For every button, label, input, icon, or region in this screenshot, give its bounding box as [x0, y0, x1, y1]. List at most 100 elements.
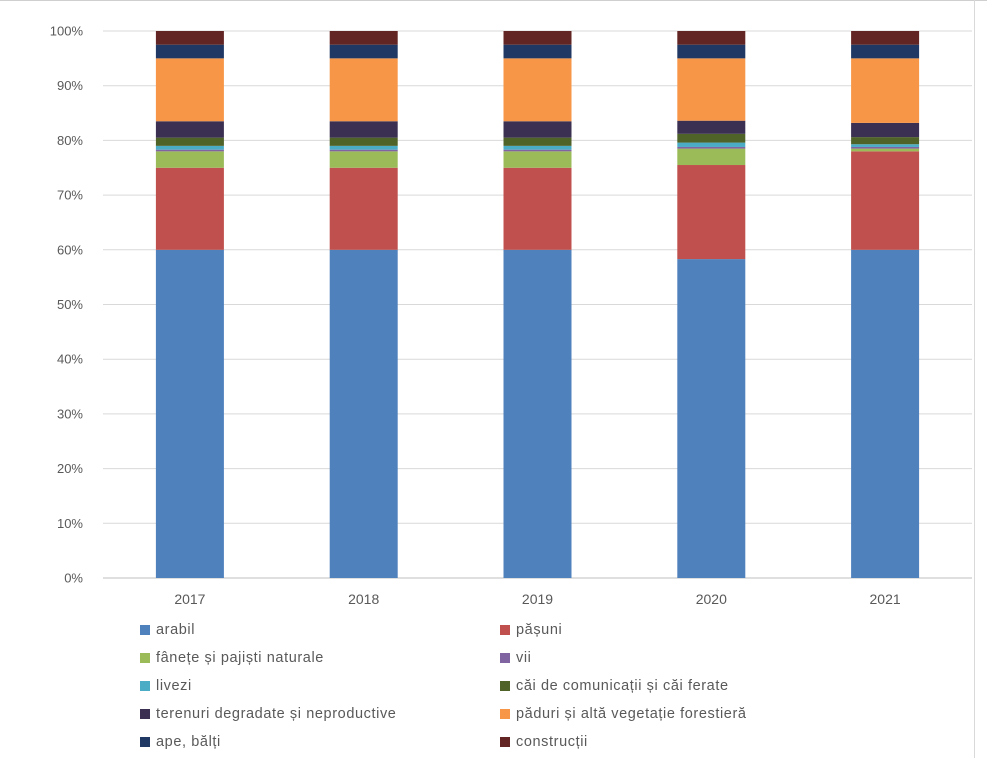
- legend-swatch: [500, 708, 510, 719]
- bar-segment: [329, 121, 398, 138]
- bar-segment: [677, 165, 746, 260]
- legend-label: ape, bălți: [156, 733, 221, 750]
- bar-segment: [329, 44, 398, 59]
- legend-item-terenuri-degradate: terenuri degradate și neproductive: [140, 702, 500, 725]
- legend-swatch: [500, 624, 510, 635]
- bar-segment: [677, 44, 746, 59]
- x-tick-label: 2018: [348, 591, 379, 607]
- bar-segment: [155, 121, 224, 138]
- bar-segment: [155, 137, 224, 146]
- bars: [155, 31, 920, 579]
- y-tick-label: 80%: [57, 133, 83, 148]
- bar-segment: [851, 146, 920, 149]
- legend-item-ape-balti: ape, bălți: [140, 730, 500, 753]
- y-tick-label: 0%: [64, 571, 83, 586]
- y-tick-label: 60%: [57, 242, 83, 257]
- bar-segment: [503, 249, 572, 579]
- legend-label: căi de comunicații și căi ferate: [516, 677, 729, 694]
- bar-segment: [851, 151, 920, 250]
- bar-segment: [677, 133, 746, 143]
- bar-segment: [329, 167, 398, 250]
- bar-segment: [155, 249, 224, 579]
- legend-item-paduri: păduri și altă vegetație forestieră: [500, 702, 880, 725]
- x-tick-label: 2020: [696, 591, 727, 607]
- y-tick-label: 50%: [57, 297, 83, 312]
- chart-frame-top: [0, 0, 987, 7]
- legend-item-pasuni: pășuni: [500, 618, 880, 641]
- bar-segment: [677, 148, 746, 166]
- x-tick-label: 2017: [174, 591, 205, 607]
- bar-segment: [503, 31, 572, 45]
- legend-label: vii: [516, 649, 532, 666]
- bar-segment: [677, 259, 746, 578]
- bar-segment: [329, 58, 398, 122]
- legend-label: terenuri degradate și neproductive: [156, 705, 397, 722]
- y-tick-label: 70%: [57, 188, 83, 203]
- x-tick-label: 2021: [870, 591, 901, 607]
- legend-item-cai-comunicatii: căi de comunicații și căi ferate: [500, 674, 880, 697]
- y-tick-label: 90%: [57, 78, 83, 93]
- legend-swatch: [500, 680, 510, 691]
- bar-segment: [851, 31, 920, 45]
- bar-segment: [503, 121, 572, 138]
- bar-segment: [503, 167, 572, 250]
- bar-segment: [677, 146, 746, 149]
- y-tick-label: 20%: [57, 461, 83, 476]
- bar-segment: [851, 137, 920, 145]
- legend-item-fanete: fânețe și pajiști naturale: [140, 646, 500, 669]
- bar-segment: [851, 148, 920, 152]
- legend-label: construcții: [516, 733, 588, 750]
- bar-segment: [155, 149, 224, 152]
- bar-segment: [677, 58, 746, 121]
- bar-segment: [503, 137, 572, 146]
- bar-segment: [155, 31, 224, 45]
- bar-segment: [503, 58, 572, 122]
- y-tick-label: 10%: [57, 516, 83, 531]
- legend-swatch: [140, 652, 150, 663]
- stacked-bar-chart: 0%10%20%30%40%50%60%70%80%90%100% 2017 20…: [50, 24, 972, 607]
- bar-segment: [851, 122, 920, 138]
- x-axis-labels: 2017 2018 2019 2020 2021: [174, 591, 901, 607]
- legend-swatch: [500, 736, 510, 747]
- legend-label: păduri și altă vegetație forestieră: [516, 705, 747, 722]
- bar-segment: [851, 44, 920, 59]
- bar-segment: [329, 31, 398, 45]
- bar-segment: [329, 149, 398, 152]
- legend-swatch: [140, 624, 150, 635]
- legend-swatch: [140, 708, 150, 719]
- bar-segment: [851, 249, 920, 579]
- y-tick-label: 30%: [57, 406, 83, 421]
- legend-item-livezi: livezi: [140, 674, 500, 697]
- legend-label: pășuni: [516, 621, 563, 638]
- legend: arabil pășuni fânețe și pajiști naturale…: [140, 618, 940, 753]
- legend-item-vii: vii: [500, 646, 880, 669]
- chart-frame-right: [974, 0, 975, 758]
- bar-segment: [329, 249, 398, 579]
- x-tick-label: 2019: [522, 591, 553, 607]
- bar-segment: [329, 145, 398, 150]
- bar-segment: [155, 58, 224, 122]
- bar-segment: [851, 58, 920, 123]
- bar-segment: [677, 120, 746, 134]
- bar-segment: [503, 151, 572, 168]
- bar-segment: [155, 145, 224, 150]
- y-axis-ticks: 0% 10% 20% 30% 40% 50% 60% 70% 80% 90% 100%: [50, 24, 84, 586]
- bar-segment: [155, 167, 224, 250]
- bar-segment: [155, 151, 224, 168]
- legend-swatch: [140, 736, 150, 747]
- y-tick-label: 40%: [57, 352, 83, 367]
- legend-item-arabil: arabil: [140, 618, 500, 641]
- bar-segment: [677, 31, 746, 45]
- bar-segment: [155, 44, 224, 59]
- bar-segment: [329, 151, 398, 168]
- bar-segment: [329, 137, 398, 146]
- bar-segment: [851, 144, 920, 147]
- bar-segment: [503, 149, 572, 152]
- bar-segment: [503, 145, 572, 150]
- legend-swatch: [140, 680, 150, 691]
- bar-segment: [677, 142, 746, 147]
- y-tick-label: 100%: [50, 24, 84, 39]
- legend-label: fânețe și pajiști naturale: [156, 649, 324, 666]
- bar-segment: [503, 44, 572, 59]
- legend-item-constructii: construcții: [500, 730, 880, 753]
